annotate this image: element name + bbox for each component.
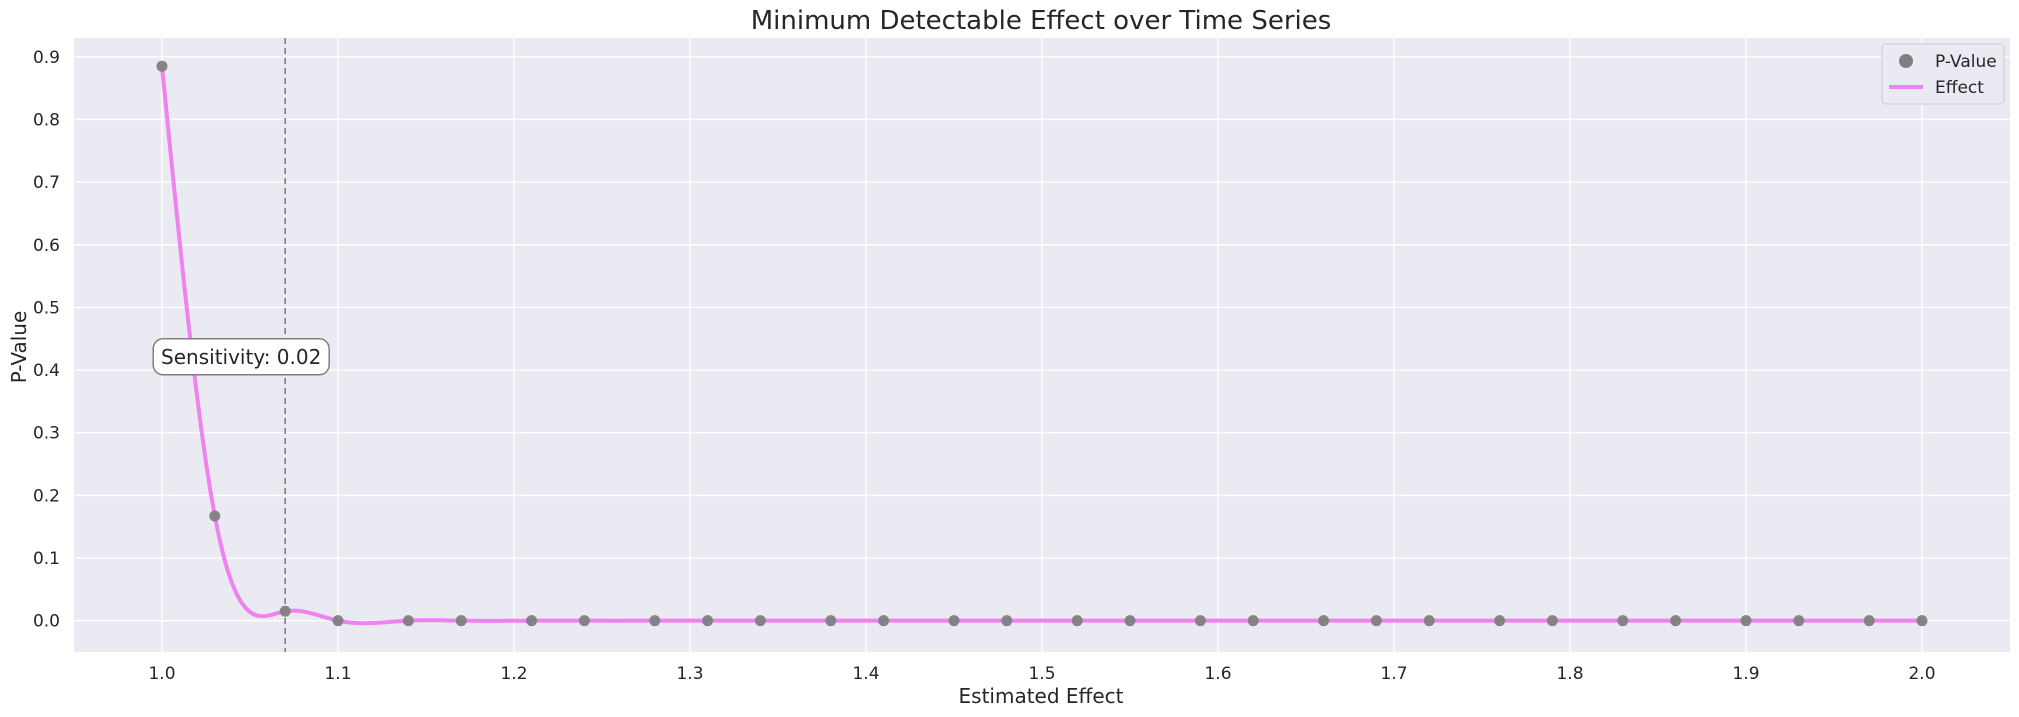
p-value-point: [754, 615, 766, 627]
p-value-point: [526, 615, 538, 627]
x-tick-label: 1.9: [1732, 664, 1759, 684]
p-value-point: [1124, 615, 1136, 627]
legend-label-p-value: P-Value: [1935, 52, 1997, 72]
p-value-point: [1318, 615, 1330, 627]
p-value-point: [649, 615, 661, 627]
x-tick-label: 1.7: [1380, 664, 1407, 684]
p-value-point: [1494, 615, 1506, 627]
legend-label-effect: Effect: [1935, 78, 1984, 98]
p-value-point: [825, 615, 837, 627]
p-value-point: [156, 60, 168, 72]
p-value-point: [1546, 615, 1558, 627]
p-value-point: [1423, 615, 1435, 627]
p-value-point: [1370, 615, 1382, 627]
p-value-point: [1194, 615, 1206, 627]
x-axis-label: Estimated Effect: [959, 684, 1124, 708]
x-tick-label: 1.4: [852, 664, 879, 684]
chart-title: Minimum Detectable Effect over Time Seri…: [751, 6, 1332, 36]
sensitivity-annotation: Sensitivity: 0.02: [152, 338, 330, 376]
y-tick-label: 0.7: [33, 173, 60, 193]
y-tick-label: 0.8: [33, 110, 60, 130]
p-value-point: [878, 615, 890, 627]
x-tick-label: 1.5: [1028, 664, 1055, 684]
annotation-box: [152, 338, 330, 376]
p-value-point: [332, 615, 344, 627]
p-value-point: [1670, 615, 1682, 627]
legend-marker-p-value: [1899, 54, 1913, 68]
y-tick-label: 0.6: [33, 236, 60, 256]
y-tick-label: 0.2: [33, 486, 60, 506]
y-tick-label: 0.4: [33, 361, 60, 381]
p-value-point: [1247, 615, 1259, 627]
p-value-point: [578, 615, 590, 627]
x-tick-label: 2.0: [1908, 664, 1935, 684]
p-value-point: [1916, 615, 1928, 627]
p-value-point: [1863, 615, 1875, 627]
x-axis-ticks: 1.0 1.1 1.2 1.3 1.4 1.5 1.6 1.7 1.8 1.9 2.0: [148, 664, 1935, 684]
x-tick-label: 1.2: [500, 664, 527, 684]
grid: [74, 38, 2010, 652]
p-value-point: [402, 615, 414, 627]
effect-line: [160, 64, 1924, 626]
y-tick-label: 0.5: [33, 298, 60, 318]
x-tick-label: 1.3: [676, 664, 703, 684]
x-tick-label: 1.1: [324, 664, 351, 684]
y-tick-label: 0.0: [33, 612, 60, 632]
p-value-point: [455, 615, 467, 627]
p-value-point: [1071, 615, 1083, 627]
y-tick-label: 0.1: [33, 549, 60, 569]
x-tick-label: 1.6: [1204, 664, 1231, 684]
legend: P-Value Effect: [1881, 43, 2005, 105]
y-tick-label: 0.3: [33, 424, 60, 444]
y-axis-label: P-Value: [7, 311, 31, 384]
p-value-point: [279, 605, 291, 617]
p-value-point: [948, 615, 960, 627]
p-value-point: [1617, 615, 1629, 627]
p-value-point: [1793, 615, 1805, 627]
p-value-point: [209, 510, 221, 522]
p-value-points: [156, 60, 1928, 627]
p-value-point: [1740, 615, 1752, 627]
x-tick-label: 1.8: [1556, 664, 1583, 684]
y-axis-ticks: 0.0 0.1 0.2 0.3 0.4 0.5 0.6 0.7 0.8 0.9: [33, 48, 60, 632]
y-tick-label: 0.9: [33, 48, 60, 68]
x-tick-label: 1.0: [148, 664, 175, 684]
p-value-point: [1001, 615, 1013, 627]
annotation-text: Sensitivity: 0.02: [161, 345, 321, 369]
p-value-point: [702, 615, 714, 627]
